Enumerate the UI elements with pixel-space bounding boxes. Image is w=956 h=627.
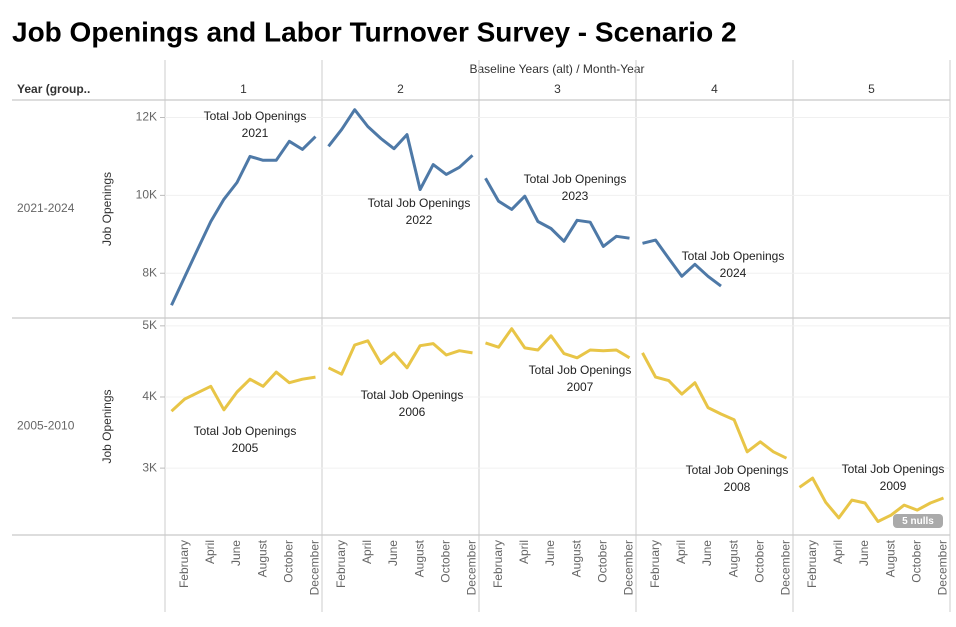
series-line xyxy=(485,327,631,360)
x-tick-label: August xyxy=(412,539,426,577)
y-axis-title: Job Openings xyxy=(100,172,114,246)
annotation-year: 2022 xyxy=(406,213,433,227)
series-line xyxy=(327,108,474,191)
x-tick-label: August xyxy=(883,539,897,577)
series-line xyxy=(327,339,473,376)
x-tick-label: October xyxy=(438,540,452,583)
x-tick-label: December xyxy=(465,540,479,595)
annotation-year: 2009 xyxy=(880,479,907,493)
series-line xyxy=(170,135,317,306)
annotation-year: 2006 xyxy=(399,405,426,419)
y-axis-title: Job Openings xyxy=(100,389,114,463)
x-tick-label: April xyxy=(831,540,845,564)
annotation-label: Total Job Openings xyxy=(682,249,785,263)
x-tick-label: October xyxy=(909,540,923,583)
x-tick-label: December xyxy=(308,540,322,595)
annotation-label: Total Job Openings xyxy=(194,424,297,438)
annotation-label: Total Job Openings xyxy=(204,109,307,123)
null-note: 5 nulls xyxy=(902,516,934,527)
annotation-label: Total Job Openings xyxy=(368,196,471,210)
x-tick-label: August xyxy=(255,539,269,577)
column-header: 4 xyxy=(711,82,718,96)
x-tick-label: February xyxy=(491,540,505,588)
y-tick-label: 3K xyxy=(142,460,157,474)
y-tick-label: 10K xyxy=(136,188,157,202)
y-tick-label: 8K xyxy=(142,265,157,279)
annotation-label: Total Job Openings xyxy=(524,172,627,186)
annotation-year: 2005 xyxy=(232,441,259,455)
row-label: 2021-2024 xyxy=(17,201,75,215)
x-tick-label: June xyxy=(386,540,400,566)
x-tick-label: February xyxy=(805,540,819,588)
row-label: 2005-2010 xyxy=(17,419,75,433)
x-tick-label: August xyxy=(569,539,583,577)
y-tick-label: 12K xyxy=(136,110,157,124)
x-tick-label: October xyxy=(281,540,295,583)
column-header: 3 xyxy=(554,82,561,96)
x-axis-title: Baseline Years (alt) / Month-Year xyxy=(470,62,645,76)
annotation-label: Total Job Openings xyxy=(686,463,789,477)
y-tick-label: 5K xyxy=(142,318,157,332)
x-tick-label: December xyxy=(936,540,950,595)
x-tick-label: December xyxy=(779,540,793,595)
x-tick-label: April xyxy=(674,540,688,564)
x-tick-label: February xyxy=(177,540,191,588)
x-tick-label: October xyxy=(595,540,609,583)
x-tick-label: June xyxy=(857,540,871,566)
x-tick-label: April xyxy=(203,540,217,564)
x-tick-label: June xyxy=(543,540,557,566)
null-badge xyxy=(893,514,943,528)
x-tick-label: February xyxy=(334,540,348,588)
y-tick-label: 4K xyxy=(142,389,157,403)
x-tick-label: April xyxy=(360,540,374,564)
annotation-label: Total Job Openings xyxy=(842,462,945,476)
x-tick-label: October xyxy=(752,540,766,583)
row-header: Year (group.. xyxy=(17,82,90,96)
x-tick-label: February xyxy=(648,540,662,588)
x-tick-label: June xyxy=(700,540,714,566)
column-header: 1 xyxy=(240,82,247,96)
x-tick-label: December xyxy=(622,540,636,595)
series-line xyxy=(170,370,316,413)
column-header: 5 xyxy=(868,82,875,96)
series-line xyxy=(642,238,722,288)
x-tick-label: April xyxy=(517,540,531,564)
annotation-label: Total Job Openings xyxy=(529,363,632,377)
column-header: 2 xyxy=(397,82,404,96)
series-line xyxy=(484,177,630,248)
series-line xyxy=(641,352,788,460)
annotation-label: Total Job Openings xyxy=(361,388,464,402)
annotation-year: 2021 xyxy=(242,126,269,140)
x-tick-label: August xyxy=(726,539,740,577)
x-tick-label: June xyxy=(229,540,243,566)
annotation-year: 2024 xyxy=(720,266,747,280)
annotation-year: 2008 xyxy=(724,480,751,494)
chart-title: Job Openings and Labor Turnover Survey -… xyxy=(12,16,737,47)
series-line xyxy=(798,476,945,523)
annotation-year: 2023 xyxy=(562,189,589,203)
annotation-year: 2007 xyxy=(567,380,594,394)
